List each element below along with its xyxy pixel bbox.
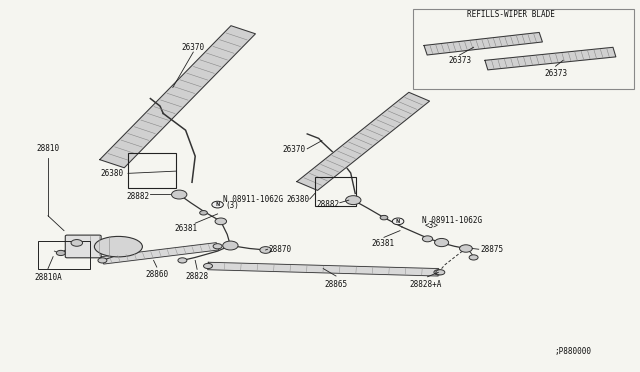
Text: 28882: 28882 <box>316 200 339 209</box>
Text: 26373: 26373 <box>544 69 567 78</box>
Text: <3>: <3> <box>425 221 439 230</box>
Circle shape <box>435 238 449 247</box>
Circle shape <box>346 196 361 205</box>
Circle shape <box>178 258 187 263</box>
Text: 28828: 28828 <box>186 272 209 281</box>
Circle shape <box>56 250 65 256</box>
Polygon shape <box>100 26 255 168</box>
Circle shape <box>460 245 472 252</box>
Text: 28865: 28865 <box>324 280 348 289</box>
Polygon shape <box>101 243 219 264</box>
Bar <box>128 153 176 188</box>
Text: 28875: 28875 <box>480 246 503 254</box>
Text: 28882: 28882 <box>126 192 149 201</box>
Text: 28860: 28860 <box>145 270 168 279</box>
Polygon shape <box>208 262 438 276</box>
Circle shape <box>392 218 404 225</box>
Polygon shape <box>297 92 429 190</box>
Polygon shape <box>485 47 616 70</box>
Text: N: N <box>216 202 220 207</box>
Circle shape <box>172 190 187 199</box>
Circle shape <box>380 215 388 220</box>
Circle shape <box>223 241 238 250</box>
Circle shape <box>71 240 83 246</box>
Circle shape <box>204 263 212 269</box>
Text: ;P880000: ;P880000 <box>554 347 591 356</box>
Bar <box>315 177 356 206</box>
Text: 26373: 26373 <box>448 56 471 65</box>
Text: N: N <box>396 219 400 224</box>
Text: 28828+A: 28828+A <box>410 280 442 289</box>
Text: 28810: 28810 <box>36 144 60 153</box>
Circle shape <box>434 270 443 275</box>
Circle shape <box>215 218 227 225</box>
FancyBboxPatch shape <box>65 235 101 258</box>
Text: 26380: 26380 <box>100 169 124 178</box>
Circle shape <box>200 211 207 215</box>
Circle shape <box>469 255 478 260</box>
Polygon shape <box>424 32 542 55</box>
Ellipse shape <box>95 237 143 257</box>
Text: 26381: 26381 <box>174 224 197 233</box>
Text: 26381: 26381 <box>371 239 394 248</box>
Text: 26370: 26370 <box>182 43 205 52</box>
Circle shape <box>213 244 222 249</box>
Circle shape <box>212 201 223 208</box>
Text: 28810A: 28810A <box>34 273 62 282</box>
Text: REFILLS-WIPER BLADE: REFILLS-WIPER BLADE <box>467 10 555 19</box>
Text: (3): (3) <box>225 201 239 210</box>
Circle shape <box>422 236 433 242</box>
Circle shape <box>260 247 271 253</box>
Bar <box>413 9 634 89</box>
Bar <box>38 241 90 269</box>
Text: 26370: 26370 <box>283 145 306 154</box>
Text: 28870: 28870 <box>269 245 292 254</box>
Circle shape <box>436 270 445 275</box>
Circle shape <box>98 258 107 263</box>
Text: 26380: 26380 <box>286 195 309 204</box>
Text: N 08911-1062G: N 08911-1062G <box>422 216 483 225</box>
Text: N 08911-1062G: N 08911-1062G <box>223 195 283 204</box>
